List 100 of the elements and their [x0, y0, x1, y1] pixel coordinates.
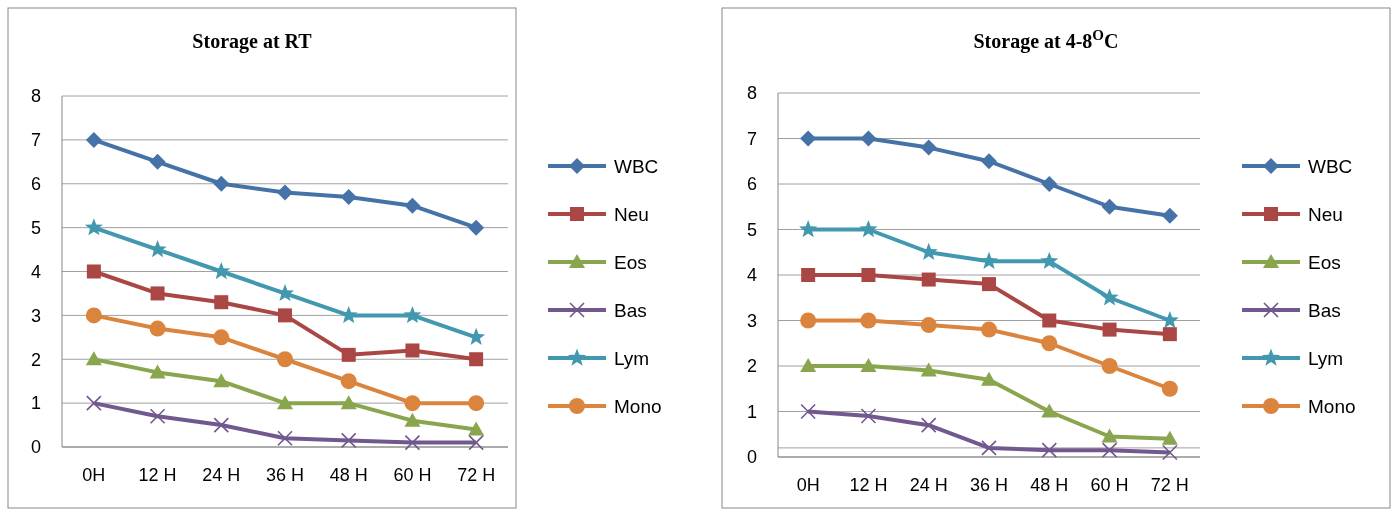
y-tick-label: 2 [30, 349, 42, 370]
y-tick-label: 1 [746, 401, 758, 422]
y-tick-label: 8 [746, 83, 758, 104]
point [981, 321, 997, 338]
point [1101, 442, 1118, 458]
point [860, 130, 877, 147]
point [149, 408, 166, 425]
point [340, 395, 357, 410]
y-tick-label: 1 [30, 393, 42, 414]
chart-title: Storage at RT [192, 30, 313, 53]
point [278, 308, 292, 323]
point [1041, 442, 1058, 458]
point [859, 220, 878, 238]
legend-label: Bas [614, 299, 647, 321]
point [982, 277, 996, 292]
point [1161, 380, 1178, 397]
x-tick-label: 0H [82, 465, 106, 485]
point [340, 432, 357, 449]
point [277, 351, 293, 368]
point [801, 268, 816, 282]
legend-label: Lym [1308, 347, 1344, 369]
x-tick-label: 48 H [1030, 475, 1069, 495]
point [149, 364, 166, 379]
point [84, 218, 103, 236]
x-tick-label: 24 H [909, 475, 948, 495]
legend-label: Lym [614, 347, 650, 369]
y-tick-label: 0 [30, 437, 42, 458]
point [800, 403, 816, 420]
point [403, 305, 422, 324]
point [1041, 176, 1058, 192]
point [979, 251, 999, 270]
point [85, 307, 102, 324]
point [86, 264, 101, 279]
point [1101, 198, 1118, 215]
point [213, 329, 230, 346]
y-tick-label: 0 [746, 447, 758, 468]
y-tick-label: 4 [746, 265, 758, 286]
y-tick-label: 2 [746, 356, 758, 377]
y-tick-label: 4 [30, 261, 42, 282]
point [341, 347, 356, 362]
point [404, 412, 421, 427]
legend-label: Mono [1308, 395, 1356, 417]
point [213, 373, 230, 388]
legend-label: Bas [1308, 299, 1341, 321]
legend-label: Neu [1308, 203, 1343, 225]
point [800, 312, 817, 329]
point [981, 153, 997, 170]
legend-label: Eos [614, 251, 647, 273]
legend-label: Mono [614, 395, 662, 417]
point [468, 395, 485, 412]
y-tick-label: 6 [746, 174, 758, 195]
point [214, 295, 229, 310]
point [277, 395, 293, 410]
point [404, 197, 421, 214]
point [405, 343, 420, 358]
point [921, 272, 936, 287]
point [1041, 403, 1058, 418]
x-tick-label: 72 H [457, 465, 496, 485]
point [860, 358, 877, 372]
point [1042, 313, 1057, 328]
point [468, 421, 485, 436]
x-tick-label: 12 H [849, 475, 888, 495]
point [85, 351, 102, 366]
legend-label: Neu [614, 203, 649, 225]
y-tick-label: 6 [30, 174, 42, 195]
point [860, 408, 877, 424]
chart-title: Storage at 4-8$^{O}$C [973, 27, 1119, 53]
point [800, 130, 817, 147]
point [1161, 207, 1178, 224]
point [1162, 444, 1178, 461]
point [468, 434, 484, 451]
point [920, 417, 937, 433]
point [920, 139, 937, 156]
y-tick-label: 5 [746, 219, 758, 240]
x-tick-label: 0H [796, 475, 820, 495]
x-tick-label: 72 H [1150, 475, 1189, 495]
point [1161, 430, 1178, 445]
y-tick-label: 7 [746, 128, 758, 149]
point [85, 131, 102, 148]
point [799, 220, 818, 238]
point [149, 320, 166, 337]
point [340, 188, 357, 205]
legend-label: WBC [1308, 155, 1353, 177]
point [469, 352, 484, 367]
point [213, 417, 230, 433]
y-tick-label: 3 [746, 310, 758, 331]
point [1041, 335, 1058, 352]
point [1100, 288, 1119, 306]
x-tick-label: 48 H [329, 465, 368, 485]
point [981, 371, 997, 386]
point [213, 175, 230, 192]
x-tick-label: 36 H [265, 465, 305, 485]
point [861, 268, 876, 282]
point [920, 362, 937, 377]
legend-label: WBC [614, 155, 659, 177]
x-tick-label: 24 H [202, 465, 241, 485]
point [277, 184, 293, 201]
point [150, 286, 165, 301]
y-tick-label: 3 [30, 305, 42, 326]
point [277, 430, 293, 447]
